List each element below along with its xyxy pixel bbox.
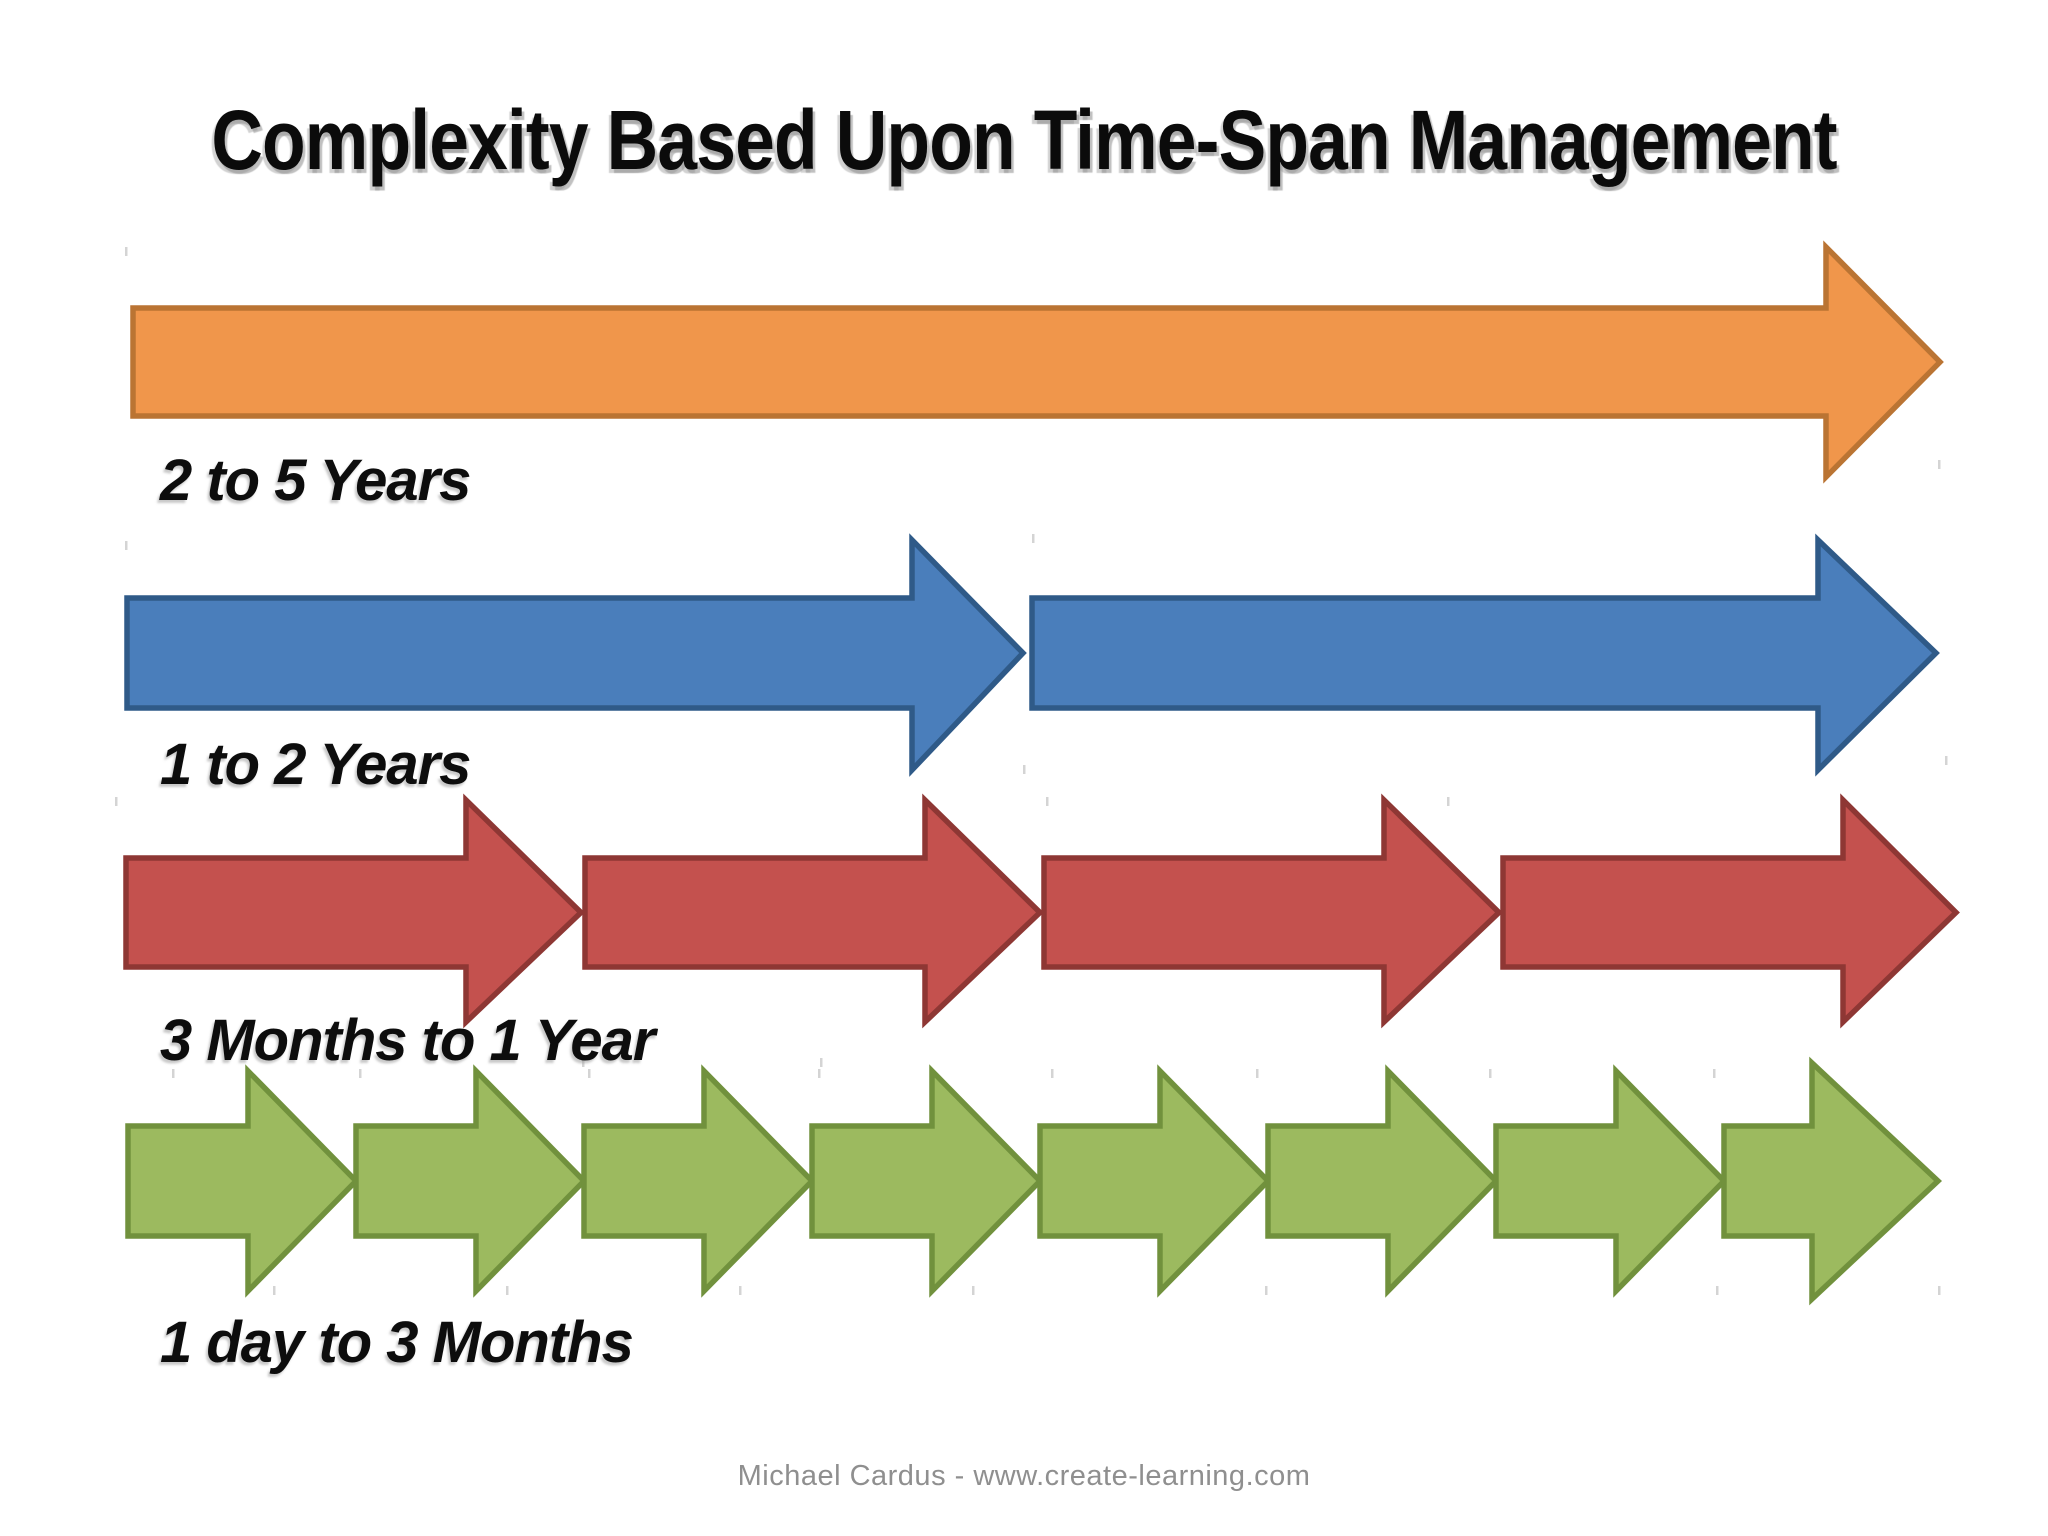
- guide-tick-16: [1051, 1069, 1054, 1078]
- guide-tick-17: [1256, 1069, 1259, 1078]
- arrow-3-months-to-1-year-4: [1500, 793, 1960, 1029]
- arrow-1-day-to-3-months-3: [581, 1064, 816, 1298]
- arrow-1-day-to-3-months-7: [1493, 1064, 1728, 1298]
- guide-tick-13: [359, 1069, 362, 1078]
- guide-tick-20: [273, 1286, 276, 1295]
- guide-tick-14: [588, 1069, 591, 1078]
- guide-tick-6: [1945, 756, 1948, 765]
- guide-tick-7: [115, 797, 118, 806]
- guide-tick-1: [125, 247, 128, 256]
- arrow-3-months-to-1-year-1: [123, 793, 585, 1029]
- label-1-day-to-3-months: 1 day to 3 Months: [160, 1310, 634, 1375]
- guide-tick-4: [1032, 534, 1035, 543]
- guide-tick-3: [125, 541, 128, 550]
- arrow-1-day-to-3-months-6: [1265, 1064, 1500, 1298]
- label-1-to-2-years: 1 to 2 Years: [160, 732, 471, 797]
- guide-tick-18: [1489, 1069, 1492, 1078]
- arrow-1-day-to-3-months-1: [125, 1064, 360, 1298]
- arrow-2-to-5-years-1: [130, 240, 1944, 484]
- page-title: Complexity Based Upon Time-Span Manageme…: [211, 93, 1837, 187]
- guide-tick-12: [172, 1069, 175, 1078]
- arrow-1-day-to-3-months-4: [809, 1064, 1044, 1298]
- arrow-1-to-2-years-1: [124, 533, 1027, 777]
- arrow-3-months-to-1-year-2: [582, 793, 1044, 1029]
- arrow-1-day-to-3-months-5: [1037, 1064, 1272, 1298]
- guide-tick-25: [1716, 1286, 1719, 1295]
- arrow-1-day-to-3-months-2: [353, 1064, 588, 1298]
- guide-tick-9: [1447, 797, 1450, 806]
- guide-tick-11: [820, 1058, 823, 1067]
- guide-tick-5: [1023, 765, 1026, 774]
- guide-tick-22: [739, 1286, 742, 1295]
- guide-tick-8: [1046, 797, 1049, 806]
- guide-tick-26: [1938, 1286, 1941, 1295]
- label-2-to-5-years: 2 to 5 Years: [160, 448, 471, 513]
- guide-tick-23: [972, 1286, 975, 1295]
- guide-tick-19: [1713, 1069, 1716, 1078]
- arrow-1-to-2-years-2: [1029, 533, 1940, 777]
- guide-tick-2: [1938, 460, 1941, 469]
- guide-tick-21: [506, 1286, 509, 1295]
- arrow-3-months-to-1-year-3: [1041, 793, 1503, 1029]
- guide-tick-10: [582, 1058, 585, 1067]
- footer-credit: Michael Cardus - www.create-learning.com: [737, 1460, 1311, 1492]
- guide-tick-15: [818, 1069, 821, 1078]
- label-3-months-to-1-year: 3 Months to 1 Year: [160, 1008, 655, 1073]
- arrow-1-day-to-3-months-8: [1721, 1056, 1943, 1306]
- guide-tick-24: [1265, 1286, 1268, 1295]
